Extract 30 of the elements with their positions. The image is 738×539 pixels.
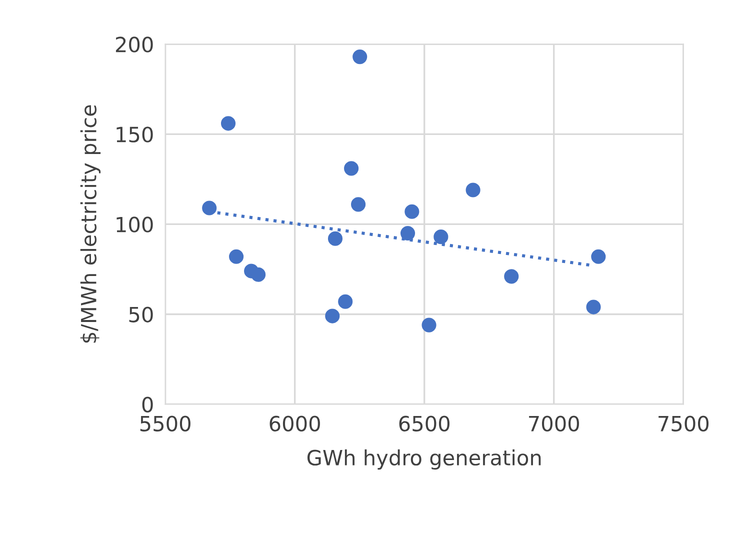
- x-tick-label: 7000: [529, 416, 579, 432]
- y-tick-label: 150: [116, 126, 153, 142]
- point: [404, 204, 420, 219]
- y-tick-label: 50: [129, 306, 153, 322]
- point: [344, 161, 359, 176]
- y-axis-title: $/MWh electricity price: [80, 105, 101, 343]
- point: [251, 267, 266, 282]
- point: [328, 231, 343, 246]
- x-axis-title: GWh hydro generation: [307, 449, 541, 470]
- y-tick-label: 100: [116, 216, 153, 232]
- x-tick-label: 6500: [399, 416, 450, 432]
- y-tick-label: 200: [116, 36, 153, 52]
- point: [504, 269, 519, 284]
- x-tick-label: 6000: [270, 416, 320, 432]
- y-tick-label: 0: [142, 396, 153, 412]
- point: [338, 294, 353, 309]
- point: [586, 300, 601, 314]
- x-tick-label: 5500: [140, 416, 190, 432]
- point: [325, 308, 340, 324]
- point: [352, 50, 368, 64]
- x-tick-label: 7500: [658, 416, 709, 432]
- point: [400, 226, 416, 241]
- point: [422, 318, 436, 332]
- point: [351, 197, 366, 212]
- point: [202, 200, 217, 216]
- point: [229, 249, 244, 264]
- point: [466, 182, 480, 198]
- point: [220, 116, 236, 131]
- point: [434, 230, 448, 244]
- point: [591, 249, 606, 264]
